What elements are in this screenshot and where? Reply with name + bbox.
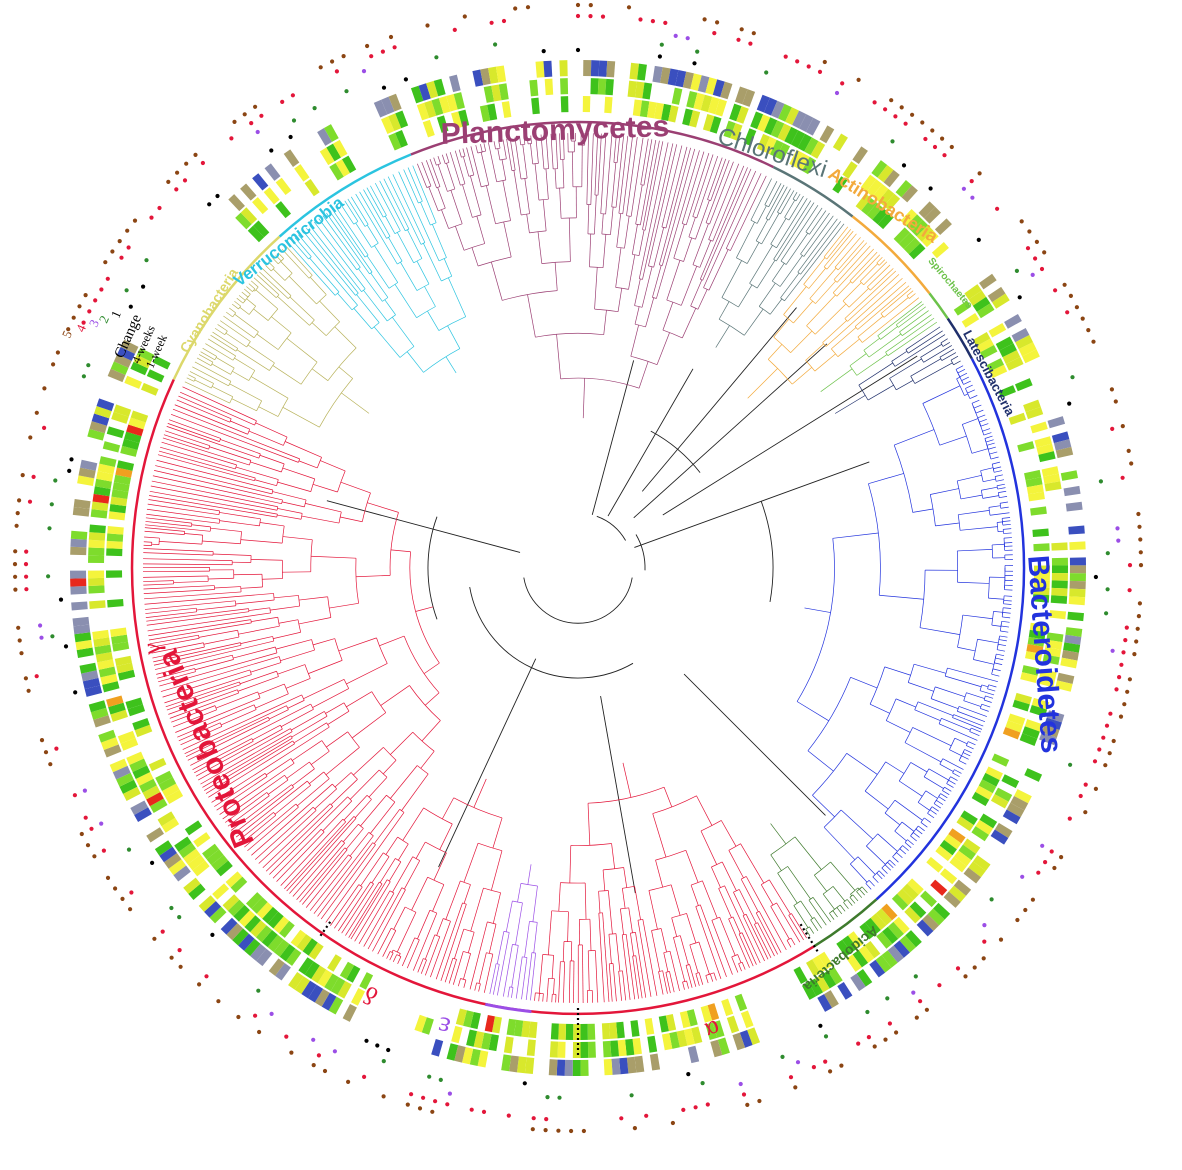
branches-verrucomicrobia xyxy=(289,166,466,373)
clade-arc-spirochaetes xyxy=(930,293,948,318)
branches-latescibacteria xyxy=(835,327,960,414)
branches-bacteroidetes xyxy=(797,366,1013,890)
heatmap-rings xyxy=(70,60,1086,1076)
label-gamma: γ xyxy=(137,642,167,657)
branches-proteobacteria-alpha xyxy=(535,763,807,1003)
tree-backbone xyxy=(327,308,917,893)
clade-arc-bacteroidetes xyxy=(876,359,1024,900)
label-epsilon: ε xyxy=(435,1010,453,1043)
branches-cyanobacteria xyxy=(185,246,369,427)
dot-row-labels: 5 4 3 2 1 xyxy=(59,308,124,340)
dot-row-label-1: 1 xyxy=(108,308,124,320)
branches-epsilon xyxy=(490,864,538,1000)
label-planctomycetes: Planctomycetes xyxy=(440,110,669,151)
branches-proteobacteria-delta xyxy=(330,779,502,993)
label-spirochaetes: Spirochaetes xyxy=(926,256,975,312)
clade-arc-epsilon xyxy=(485,1004,531,1011)
branches-planctomycetes xyxy=(417,133,766,418)
label-alpha: α xyxy=(701,1014,724,1046)
label-verrucomicrobia: Verrucomicrobia xyxy=(230,193,348,291)
subclass-labels: γ δ ε α xyxy=(137,642,725,1046)
branches-spirochaetes xyxy=(821,302,937,392)
branches-chloroflexi xyxy=(716,178,844,347)
clade-arc-proteobacteria xyxy=(132,380,814,1014)
